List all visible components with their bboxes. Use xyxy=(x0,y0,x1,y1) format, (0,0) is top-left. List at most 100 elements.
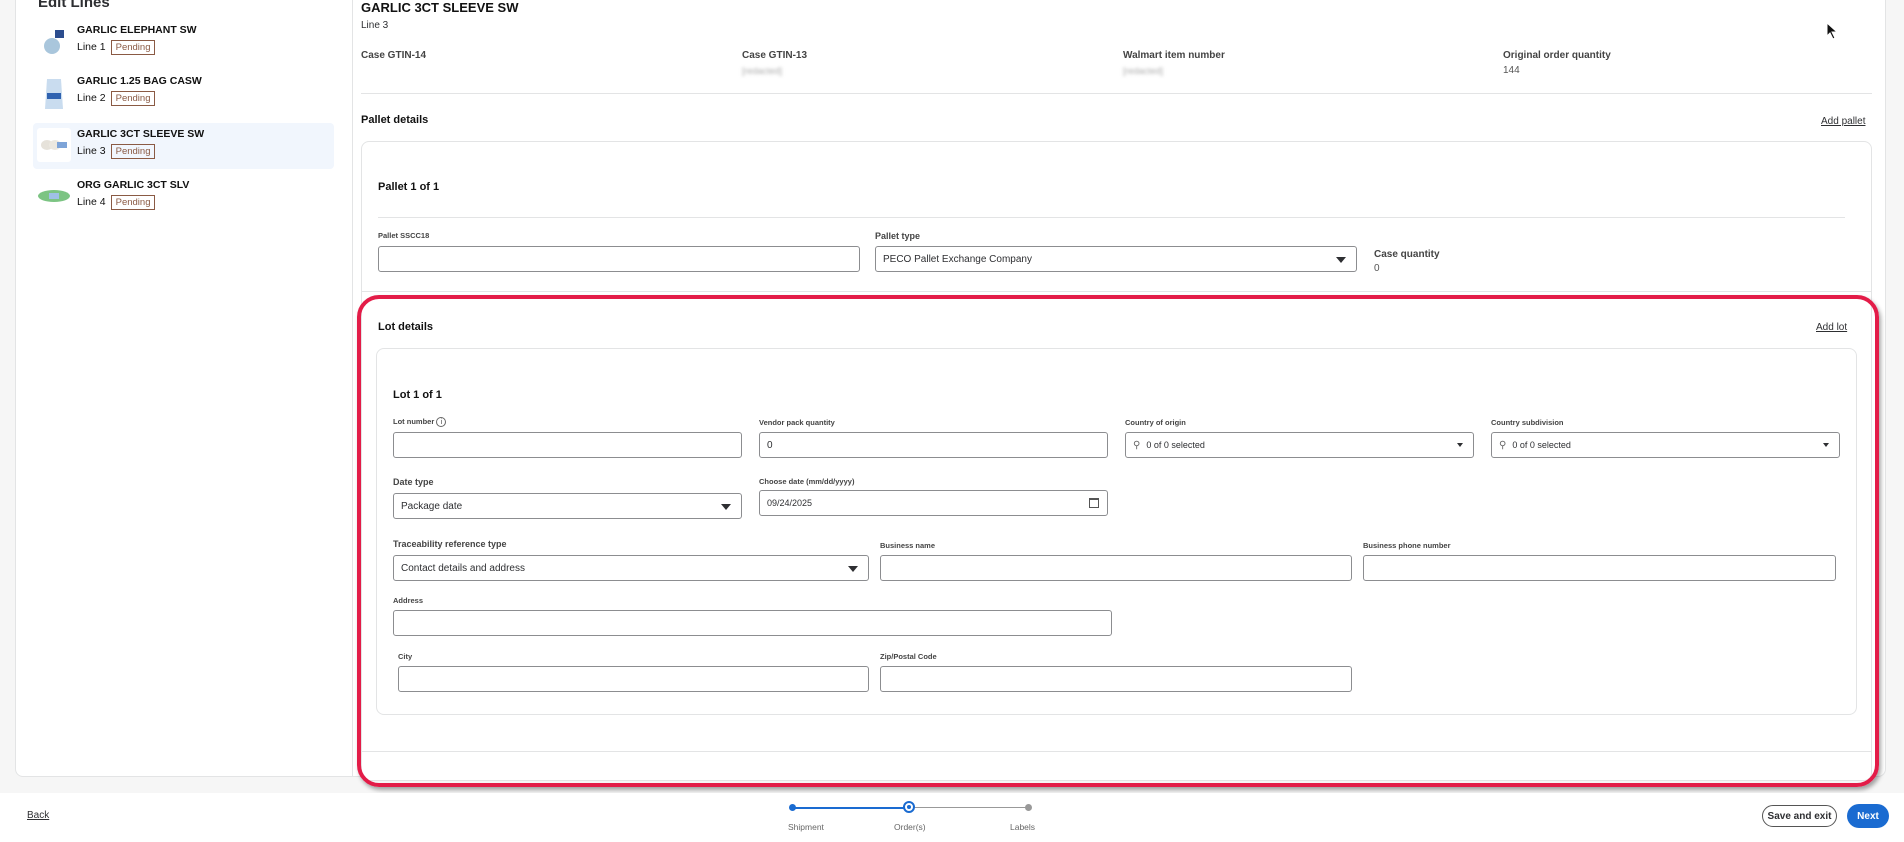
pallet-type-value: PECO Pallet Exchange Company xyxy=(883,253,1032,265)
divider xyxy=(361,93,1872,94)
case-gtin13-value-redacted: [redacted] xyxy=(742,66,783,76)
chevron-down-icon xyxy=(1336,257,1346,263)
save-and-exit-button[interactable]: Save and exit xyxy=(1762,805,1837,827)
business-phone-label: Business phone number xyxy=(1363,541,1451,550)
original-order-quantity-value: 144 xyxy=(1503,65,1520,76)
divider xyxy=(378,217,1845,218)
vendor-pack-quantity-label: Vendor pack quantity xyxy=(759,418,835,427)
country-of-origin-select[interactable]: ⚲ 0 of 0 selected xyxy=(1125,432,1474,458)
walmart-item-number-label: Walmart item number xyxy=(1123,50,1225,61)
divider xyxy=(361,291,1872,292)
step-dot-shipment[interactable] xyxy=(789,804,796,811)
sidebar-divider xyxy=(352,0,353,777)
chevron-down-icon xyxy=(1457,443,1463,447)
original-order-quantity-label: Original order quantity xyxy=(1503,50,1611,61)
lot-number-label-text: Lot number xyxy=(393,417,435,426)
zip-label: Zip/Postal Code xyxy=(880,652,937,661)
line-number: Line 4 xyxy=(77,196,106,208)
case-quantity-label: Case quantity xyxy=(1374,249,1440,260)
item-name: GARLIC 3CT SLEEVE SW xyxy=(77,128,205,140)
status-badge: Pending xyxy=(110,40,156,55)
sidebar-item-line-3[interactable]: GARLIC 3CT SLEEVE SW Line 3 Pending xyxy=(33,123,334,169)
traceability-type-value: Contact details and address xyxy=(401,562,525,574)
pallet-type-label: Pallet type xyxy=(875,231,921,241)
step-label-shipment: Shipment xyxy=(788,822,824,832)
step-label-orders: Order(s) xyxy=(894,822,926,832)
zip-input[interactable] xyxy=(880,666,1352,692)
business-phone-input[interactable] xyxy=(1363,555,1836,581)
chevron-down-icon xyxy=(721,504,731,510)
sidebar-title: Edit Lines xyxy=(38,0,110,11)
stepper-line-pending xyxy=(912,807,1030,808)
item-title: GARLIC 3CT SLEEVE SW xyxy=(361,0,519,15)
choose-date-input[interactable]: 09/24/2025 xyxy=(759,490,1108,516)
case-quantity-value: 0 xyxy=(1374,263,1380,274)
product-thumbnail xyxy=(37,128,71,162)
calendar-icon[interactable] xyxy=(1089,498,1099,508)
date-type-label: Date type xyxy=(393,477,434,487)
item-line: Line 3 xyxy=(361,20,389,31)
add-pallet-link[interactable]: Add pallet xyxy=(1821,116,1866,127)
traceability-type-label: Traceability reference type xyxy=(393,539,507,549)
product-thumbnail xyxy=(37,179,71,213)
add-lot-link[interactable]: Add lot xyxy=(1816,322,1848,333)
business-name-input[interactable] xyxy=(880,555,1352,581)
search-icon: ⚲ xyxy=(1133,439,1141,451)
step-dot-labels[interactable] xyxy=(1025,804,1032,811)
traceability-type-select[interactable]: Contact details and address xyxy=(393,555,869,581)
status-badge: Pending xyxy=(110,195,156,210)
lot-details-title: Lot details xyxy=(378,321,434,333)
case-gtin14-label: Case GTIN-14 xyxy=(361,50,427,61)
address-input[interactable] xyxy=(393,610,1112,636)
item-line: Line 2 Pending xyxy=(77,91,156,106)
business-name-label: Business name xyxy=(880,541,936,550)
chevron-down-icon xyxy=(1823,443,1829,447)
address-label: Address xyxy=(393,596,424,605)
country-subdivision-label: Country subdivision xyxy=(1491,418,1564,427)
pallet-sscc-label: Pallet SSCC18 xyxy=(378,231,430,240)
item-name: GARLIC ELEPHANT SW xyxy=(77,24,197,36)
vendor-pack-quantity-input[interactable]: 0 xyxy=(759,432,1108,458)
sidebar-item-line-4[interactable]: ORG GARLIC 3CT SLV Line 4 Pending xyxy=(33,174,334,220)
country-subdivision-select[interactable]: ⚲ 0 of 0 selected xyxy=(1491,432,1840,458)
line-number: Line 3 xyxy=(77,145,106,157)
item-line: Line 4 Pending xyxy=(77,195,156,210)
step-dot-orders-current[interactable] xyxy=(903,801,915,813)
lot-card xyxy=(376,348,1857,715)
item-line: Line 3 Pending xyxy=(77,144,156,159)
line-number: Line 1 xyxy=(77,41,106,53)
walmart-item-number-value-redacted: [redacted] xyxy=(1123,66,1164,76)
status-badge: Pending xyxy=(110,91,156,106)
date-type-select[interactable]: Package date xyxy=(393,493,742,519)
step-label-labels: Labels xyxy=(1010,822,1036,832)
item-name: ORG GARLIC 3CT SLV xyxy=(77,179,190,191)
product-thumbnail xyxy=(37,24,71,58)
footer-bar: Back Shipment Order(s) Labels Save and e… xyxy=(0,793,1904,842)
choose-date-label: Choose date (mm/dd/yyyy) xyxy=(759,477,855,486)
country-of-origin-label: Country of origin xyxy=(1125,418,1186,427)
back-link[interactable]: Back xyxy=(27,810,50,821)
line-number: Line 2 xyxy=(77,92,106,104)
city-label: City xyxy=(398,652,413,661)
search-icon: ⚲ xyxy=(1499,439,1507,451)
stepper-line-complete xyxy=(792,807,912,809)
pallet-card-title: Pallet 1 of 1 xyxy=(378,181,440,193)
country-of-origin-value: 0 of 0 selected xyxy=(1146,440,1205,450)
lot-number-input[interactable] xyxy=(393,432,742,458)
status-badge: Pending xyxy=(110,144,156,159)
pallet-type-select[interactable]: PECO Pallet Exchange Company xyxy=(875,246,1357,272)
lot-card-title: Lot 1 of 1 xyxy=(393,389,442,401)
highlight-annotation xyxy=(357,295,1879,787)
sidebar-item-line-2[interactable]: GARLIC 1.25 BAG CASW Line 2 Pending xyxy=(33,70,334,116)
pallet-sscc-input[interactable] xyxy=(378,246,860,272)
city-input[interactable] xyxy=(398,666,869,692)
progress-stepper: Shipment Order(s) Labels xyxy=(770,793,1060,842)
sidebar-item-line-1[interactable]: GARLIC ELEPHANT SW Line 1 Pending xyxy=(33,19,334,65)
lot-number-label: Lot number i xyxy=(393,417,447,427)
info-icon[interactable]: i xyxy=(436,417,447,427)
next-button[interactable]: Next xyxy=(1847,804,1889,828)
date-type-value: Package date xyxy=(401,500,463,512)
item-name: GARLIC 1.25 BAG CASW xyxy=(77,75,202,87)
mouse-cursor-icon xyxy=(1826,22,1838,40)
item-line: Line 1 Pending xyxy=(77,40,156,55)
